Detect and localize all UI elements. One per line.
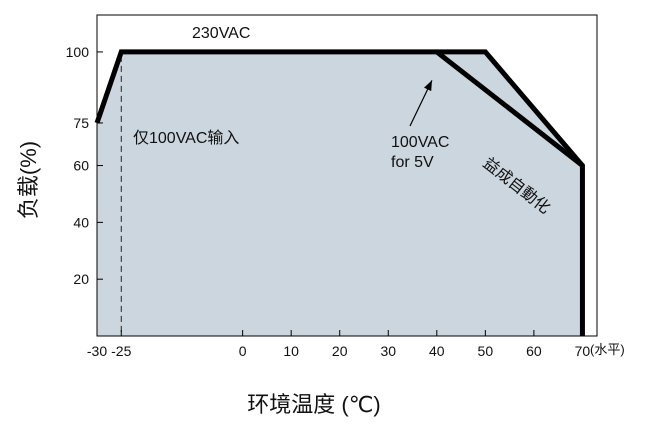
annotation-arrowhead <box>424 80 432 92</box>
y-tick-label: 20 <box>73 271 89 287</box>
x-tick-label: 40 <box>429 343 445 359</box>
y-tick-label: 60 <box>73 158 89 174</box>
x-tick-label: 60 <box>526 343 542 359</box>
x-tick-label: 30 <box>380 343 396 359</box>
series-label-230vac: 230VAC <box>192 25 250 42</box>
x-tick-label: 10 <box>283 343 299 359</box>
series-label-100vac-line1: 100VAC <box>391 134 449 151</box>
x-tick-label: 20 <box>332 343 348 359</box>
series-line-1 <box>435 49 584 168</box>
x-axis-title: 环境温度 (℃) <box>247 392 380 417</box>
x-tick-label: 0 <box>239 343 247 359</box>
area-fill <box>97 51 583 337</box>
y-tick-label: 100 <box>66 44 90 60</box>
y-tick-label: 40 <box>73 214 89 230</box>
series-layer <box>94 49 585 336</box>
series-label-100vac-line2: for 5V <box>391 154 434 171</box>
dashed-line-label: 仅100VAC输入 <box>133 129 239 147</box>
series-line-0 <box>94 49 585 336</box>
y-axis-title: 负载(%) <box>16 141 41 219</box>
x-tick-label: 50 <box>478 343 494 359</box>
plot-area <box>97 51 583 337</box>
x-tick-label: -30 <box>87 343 107 359</box>
x-axis-unit: (水平) <box>590 342 625 357</box>
x-tick-label: -25 <box>111 343 131 359</box>
y-tick-label: 75 <box>73 115 89 131</box>
plot-frame <box>96 14 598 337</box>
x-tick-label: 70 <box>575 343 591 359</box>
axes-layer: -30 -25 0 10 20 30 40 50 60 70 20 40 60 75 100 <box>66 14 598 359</box>
